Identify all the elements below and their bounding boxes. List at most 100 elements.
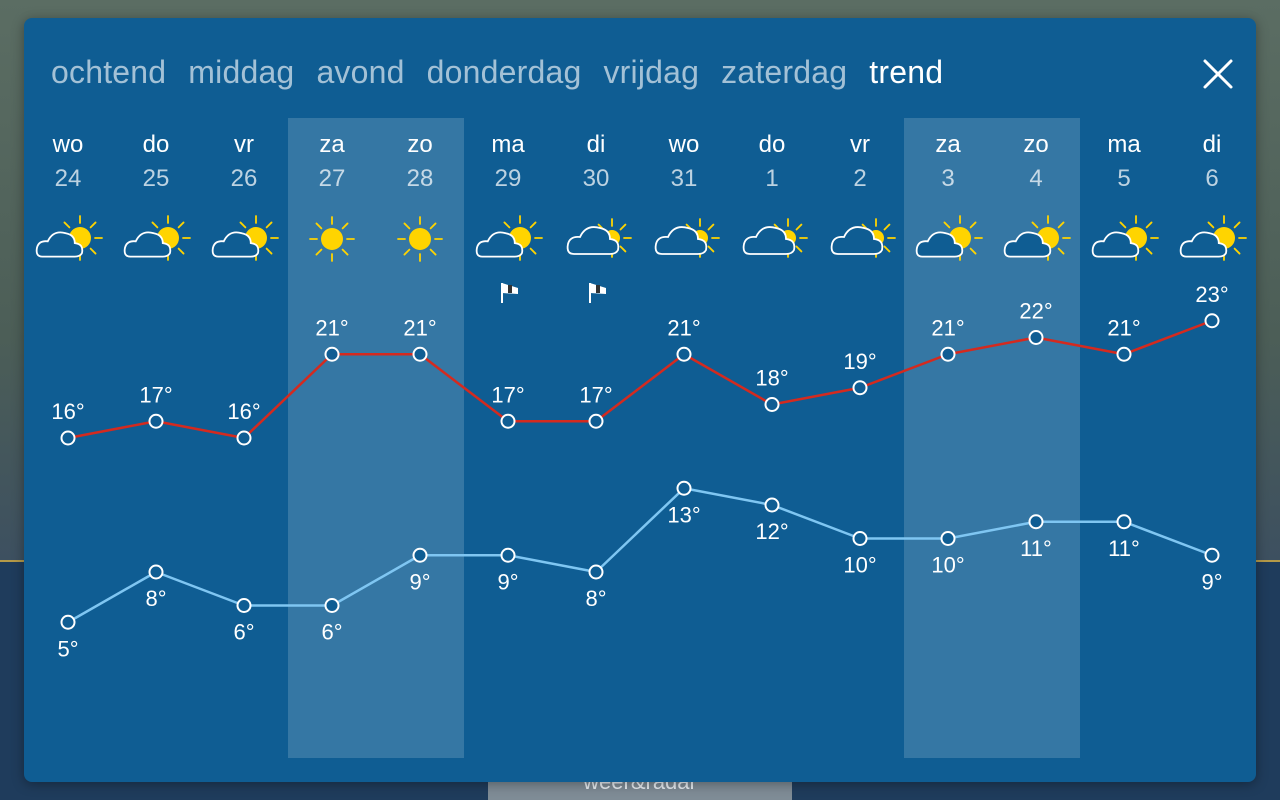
min-temp-point <box>588 564 604 580</box>
day-name-label: di <box>587 131 606 158</box>
sun-disc <box>409 228 431 250</box>
sun-ray <box>63 221 71 229</box>
sun-ray <box>177 221 185 229</box>
day-date-label: 5 <box>1117 165 1130 192</box>
sun-ray <box>341 248 349 256</box>
min-temp-point <box>940 531 956 546</box>
cloud-shape <box>566 226 620 255</box>
tab-middag[interactable]: middag <box>188 54 295 90</box>
max-temp-point <box>1116 346 1132 362</box>
day-name-label: vr <box>850 131 870 158</box>
min-temp-point <box>676 480 692 496</box>
min-temp-point <box>412 547 428 563</box>
max-temp-label: 16° <box>51 399 84 424</box>
min-temp-label: 9° <box>409 569 430 594</box>
max-temp-point <box>852 380 868 396</box>
min-temp-label: 10° <box>931 553 964 578</box>
max-temp-label: 21° <box>315 315 348 340</box>
min-temp-point <box>324 598 340 613</box>
max-temp-label: 21° <box>931 315 964 340</box>
day-name-label: zo <box>1023 131 1048 158</box>
max-temp-point <box>236 430 252 446</box>
windsock-icon <box>589 283 606 303</box>
sun-ray <box>503 221 511 229</box>
partly-cloudy-sun-icon <box>211 215 279 261</box>
day-date-label: 26 <box>231 165 258 192</box>
day-date-label: 31 <box>671 165 698 192</box>
day-name-label: ma <box>1107 131 1141 158</box>
sun-ray <box>89 221 97 229</box>
day-date-label: 30 <box>583 165 610 192</box>
tab-vrijdag[interactable]: vrijdag <box>603 54 700 90</box>
trend-panel: ochtend middag avond donderdag vrijdag zaterd… <box>24 18 1256 782</box>
day-date-label: 4 <box>1029 165 1042 192</box>
partly-cloudy-sun-icon <box>123 215 191 261</box>
max-temp-label: 16° <box>227 399 260 424</box>
sun-ray <box>707 223 715 231</box>
sun-ray <box>341 222 349 230</box>
sun-icon <box>309 216 355 262</box>
cloud-shape <box>1091 231 1140 258</box>
max-temp-point <box>60 430 76 446</box>
sun-ray <box>1233 247 1241 255</box>
min-temp-label: 9° <box>1201 569 1222 594</box>
partly-cloudy-sun-icon <box>915 215 983 261</box>
cloud-shape <box>123 231 172 258</box>
sun-ray <box>969 247 977 255</box>
sun-ray <box>151 221 159 229</box>
sun-ray <box>1031 221 1039 229</box>
day-name-label: ma <box>491 131 525 158</box>
sun-ray <box>1233 221 1241 229</box>
cloud-shape <box>475 231 524 258</box>
min-temp-point <box>764 497 780 513</box>
sun-ray <box>315 248 323 256</box>
day-date-label: 1 <box>765 165 778 192</box>
sun-ray <box>239 221 247 229</box>
tab-avond[interactable]: avond <box>316 54 405 90</box>
cloud-shape <box>211 231 260 258</box>
cloud-shape <box>830 226 884 255</box>
min-temp-label: 10° <box>843 553 876 578</box>
windsock-stripe <box>596 285 600 293</box>
sun-ray <box>1057 221 1065 229</box>
sun-ray <box>619 245 627 253</box>
period-tabs: ochtend middag avond donderdag vrijdag zaterd… <box>51 54 965 94</box>
day-date-label: 27 <box>319 165 346 192</box>
max-temp-point <box>588 413 604 429</box>
sun-ray <box>969 221 977 229</box>
sun-ray <box>1057 247 1065 255</box>
max-temp-label: 17° <box>139 382 172 407</box>
sun-ray <box>177 247 185 255</box>
day-date-label: 25 <box>143 165 170 192</box>
sun-ray <box>403 248 411 256</box>
day-name-label: vr <box>234 131 254 158</box>
tab-ochtend[interactable]: ochtend <box>51 54 167 90</box>
min-temp-point <box>500 547 516 563</box>
tab-trend[interactable]: trend <box>869 54 944 90</box>
min-temp-point <box>1028 514 1044 530</box>
tab-donderdag[interactable]: donderdag <box>426 54 582 90</box>
max-temp-point <box>940 346 956 362</box>
cloud-shape <box>654 226 708 255</box>
cloudy-sun-icon <box>830 218 896 258</box>
day-name-label: do <box>759 131 786 158</box>
min-temp-label: 11° <box>1108 536 1140 561</box>
day-date-label: 6 <box>1205 165 1218 192</box>
sun-ray <box>619 223 627 231</box>
partly-cloudy-sun-icon <box>35 215 103 261</box>
max-temp-point <box>412 346 428 362</box>
max-temp-point <box>324 346 340 362</box>
cloudy-sun-icon <box>566 218 632 258</box>
cloud-shape <box>1003 231 1052 258</box>
sun-ray <box>529 221 537 229</box>
close-icon[interactable] <box>1200 56 1236 92</box>
tab-zaterdag[interactable]: zaterdag <box>721 54 848 90</box>
max-temp-label: 21° <box>403 315 436 340</box>
day-date-label: 24 <box>55 165 82 192</box>
cloud-shape <box>35 231 84 258</box>
cloud-shape <box>742 226 796 255</box>
min-temp-label: 8° <box>585 586 606 611</box>
sun-ray <box>1145 221 1153 229</box>
day-date-label: 28 <box>407 165 434 192</box>
partly-cloudy-sun-icon <box>1179 215 1247 261</box>
